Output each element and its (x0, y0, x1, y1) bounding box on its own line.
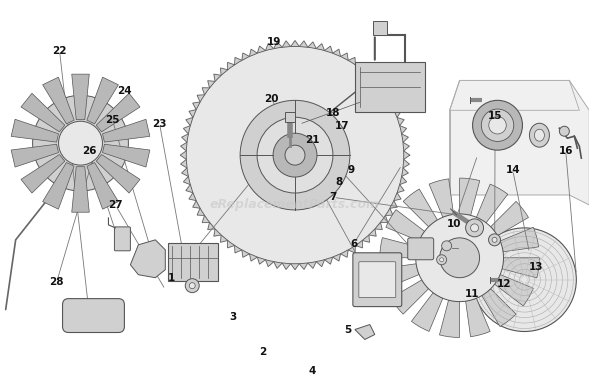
Polygon shape (21, 154, 65, 193)
Text: 15: 15 (488, 111, 502, 122)
Text: 3: 3 (230, 312, 237, 322)
Polygon shape (181, 41, 409, 270)
Ellipse shape (529, 123, 549, 147)
FancyBboxPatch shape (168, 243, 218, 281)
Text: 26: 26 (82, 146, 96, 156)
Text: 23: 23 (152, 119, 167, 129)
Polygon shape (11, 144, 58, 167)
Polygon shape (96, 154, 140, 193)
FancyBboxPatch shape (114, 227, 130, 251)
Polygon shape (72, 167, 89, 212)
Text: 20: 20 (264, 94, 278, 104)
FancyBboxPatch shape (373, 21, 387, 34)
Text: 9: 9 (348, 165, 355, 175)
FancyBboxPatch shape (353, 253, 402, 307)
Ellipse shape (535, 129, 545, 141)
Circle shape (32, 95, 129, 191)
FancyBboxPatch shape (355, 62, 425, 112)
Circle shape (473, 228, 576, 332)
Polygon shape (403, 189, 437, 227)
Text: 17: 17 (335, 121, 349, 131)
Polygon shape (380, 238, 417, 258)
Polygon shape (355, 325, 375, 339)
Text: 4: 4 (309, 366, 316, 376)
Text: 14: 14 (506, 165, 520, 175)
Text: 7: 7 (330, 192, 337, 202)
Circle shape (185, 279, 199, 293)
FancyBboxPatch shape (408, 238, 434, 260)
Polygon shape (466, 298, 490, 337)
Text: 6: 6 (350, 239, 358, 248)
Circle shape (492, 237, 497, 242)
FancyBboxPatch shape (359, 262, 396, 298)
Text: 13: 13 (529, 262, 543, 272)
Polygon shape (476, 184, 508, 223)
FancyBboxPatch shape (63, 299, 124, 332)
Text: eReplacementParts.com: eReplacementParts.com (210, 199, 380, 211)
Text: 19: 19 (267, 37, 281, 47)
Circle shape (489, 116, 506, 134)
Circle shape (285, 145, 305, 165)
Polygon shape (42, 163, 74, 209)
Polygon shape (103, 144, 150, 167)
Circle shape (473, 100, 523, 150)
Circle shape (559, 126, 569, 136)
Polygon shape (429, 179, 454, 217)
Circle shape (440, 238, 480, 278)
Polygon shape (87, 163, 119, 209)
Circle shape (471, 224, 478, 232)
Text: 5: 5 (345, 325, 352, 336)
Circle shape (481, 109, 514, 141)
Circle shape (440, 258, 444, 262)
Polygon shape (500, 227, 539, 252)
Polygon shape (87, 77, 119, 124)
Text: 1: 1 (168, 273, 175, 283)
Circle shape (273, 133, 317, 177)
Text: 16: 16 (559, 146, 573, 156)
Circle shape (240, 100, 350, 210)
Polygon shape (11, 119, 58, 142)
Polygon shape (381, 264, 419, 288)
Circle shape (437, 255, 447, 265)
Polygon shape (460, 178, 480, 215)
Circle shape (257, 117, 333, 193)
Polygon shape (450, 80, 589, 205)
Text: 10: 10 (447, 219, 461, 229)
FancyBboxPatch shape (285, 112, 295, 122)
Circle shape (489, 234, 500, 246)
Polygon shape (391, 280, 428, 314)
Circle shape (189, 283, 195, 289)
Polygon shape (72, 74, 89, 120)
Text: 11: 11 (464, 289, 479, 299)
Circle shape (58, 121, 103, 165)
Circle shape (416, 214, 503, 301)
Text: 21: 21 (306, 135, 320, 144)
Circle shape (186, 46, 404, 264)
Polygon shape (42, 77, 74, 124)
Polygon shape (130, 240, 165, 278)
Polygon shape (482, 289, 516, 327)
Polygon shape (21, 93, 65, 132)
Text: 12: 12 (497, 279, 511, 289)
Text: 22: 22 (53, 46, 67, 56)
Text: 27: 27 (108, 200, 123, 210)
Text: 25: 25 (105, 115, 120, 125)
Polygon shape (411, 293, 443, 331)
Polygon shape (494, 274, 533, 306)
Polygon shape (103, 119, 150, 142)
Text: 2: 2 (259, 347, 266, 356)
Polygon shape (96, 93, 140, 132)
Text: 8: 8 (336, 177, 343, 187)
Text: 28: 28 (50, 277, 64, 287)
Circle shape (442, 241, 451, 251)
Polygon shape (386, 210, 425, 241)
Text: 24: 24 (117, 86, 132, 96)
Polygon shape (491, 201, 529, 236)
Polygon shape (502, 258, 539, 278)
Polygon shape (440, 300, 460, 337)
Text: 18: 18 (326, 108, 340, 118)
Circle shape (466, 219, 484, 237)
